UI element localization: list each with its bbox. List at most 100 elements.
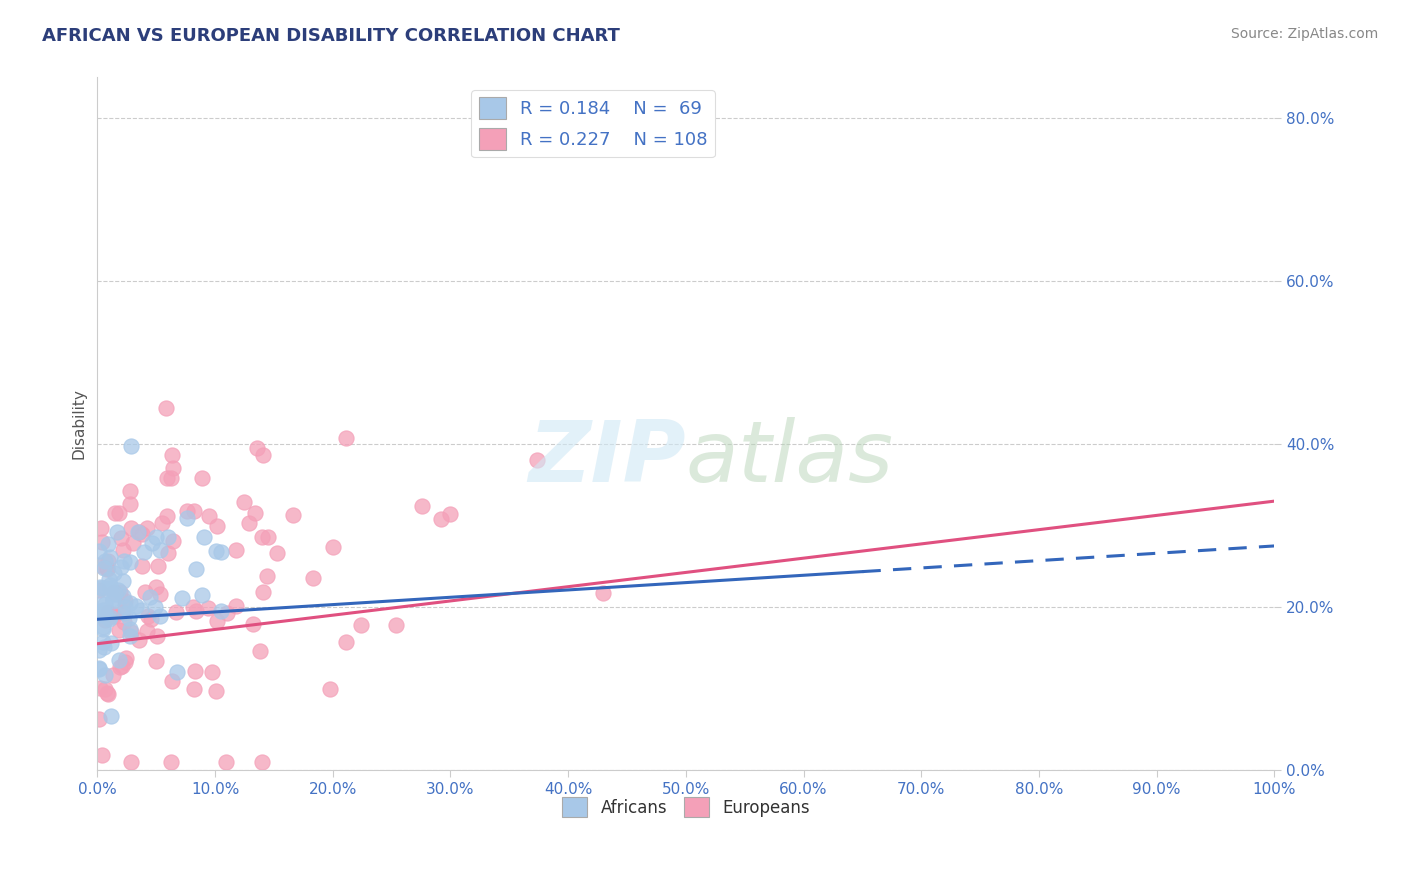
Point [197, 508, 219, 523]
Point [162, 534, 184, 549]
Point [176, 511, 198, 525]
Point [193, 530, 215, 544]
Point [112, 574, 135, 588]
Point [335, 634, 357, 648]
Point [90, 520, 112, 534]
Y-axis label: Disability: Disability [72, 388, 86, 459]
Point [108, 506, 131, 520]
Point [96, 561, 118, 575]
Point [111, 543, 134, 558]
Point [90, 596, 112, 610]
Point [156, 508, 179, 523]
Point [107, 582, 129, 597]
Point [125, 599, 148, 613]
Point [104, 507, 127, 521]
Point [112, 615, 135, 629]
Point [215, 755, 238, 769]
Point [94, 681, 117, 696]
Point [101, 667, 124, 681]
Point [149, 609, 172, 624]
Point [127, 525, 149, 540]
Point [87, 661, 110, 675]
Point [97, 537, 120, 551]
Point [105, 524, 128, 539]
Point [94, 581, 117, 595]
Text: atlas: atlas [686, 417, 894, 500]
Point [205, 683, 228, 698]
Point [103, 585, 125, 599]
Point [101, 608, 124, 623]
Point [156, 546, 179, 560]
Point [91, 622, 114, 636]
Point [97, 687, 120, 701]
Point [112, 554, 135, 568]
Point [150, 516, 173, 530]
Point [120, 624, 142, 639]
Point [98, 572, 121, 586]
Point [148, 559, 170, 574]
Point [114, 600, 136, 615]
Point [246, 441, 269, 455]
Point [165, 605, 187, 619]
Point [87, 583, 110, 598]
Point [128, 632, 150, 647]
Point [103, 594, 125, 608]
Point [107, 623, 129, 637]
Point [162, 448, 184, 462]
Point [139, 590, 162, 604]
Point [96, 686, 118, 700]
Point [101, 591, 124, 606]
Point [115, 651, 138, 665]
Point [90, 581, 112, 595]
Point [238, 516, 260, 530]
Point [120, 521, 142, 535]
Point [156, 470, 179, 484]
Point [97, 554, 120, 568]
Point [98, 578, 121, 592]
Point [201, 665, 224, 679]
Point [335, 431, 357, 445]
Point [87, 543, 110, 558]
Point [89, 580, 111, 594]
Point [104, 587, 127, 601]
Point [143, 600, 166, 615]
Point [118, 497, 141, 511]
Point [97, 605, 120, 619]
Point [191, 588, 214, 602]
Point [225, 542, 247, 557]
Point [149, 587, 172, 601]
Point [302, 571, 325, 585]
Point [100, 636, 122, 650]
Point [110, 560, 132, 574]
Point [145, 530, 167, 544]
Point [430, 512, 453, 526]
Point [205, 519, 228, 533]
Point [103, 566, 125, 580]
Point [209, 604, 232, 618]
Point [207, 614, 229, 628]
Point [87, 642, 110, 657]
Point [250, 755, 273, 769]
Point [108, 653, 131, 667]
Point [209, 545, 232, 559]
Point [89, 662, 111, 676]
Point [266, 546, 288, 560]
Point [146, 629, 169, 643]
Point [184, 604, 207, 618]
Point [87, 558, 110, 572]
Point [118, 629, 141, 643]
Point [96, 562, 118, 576]
Point [136, 609, 159, 624]
Point [118, 611, 141, 625]
Point [94, 554, 117, 568]
Point [183, 504, 205, 518]
Point [91, 635, 114, 649]
Point [245, 506, 267, 520]
Point [181, 600, 204, 615]
Point [526, 452, 548, 467]
Point [118, 554, 141, 568]
Point [183, 682, 205, 697]
Point [131, 526, 153, 541]
Point [87, 607, 110, 621]
Point [121, 536, 143, 550]
